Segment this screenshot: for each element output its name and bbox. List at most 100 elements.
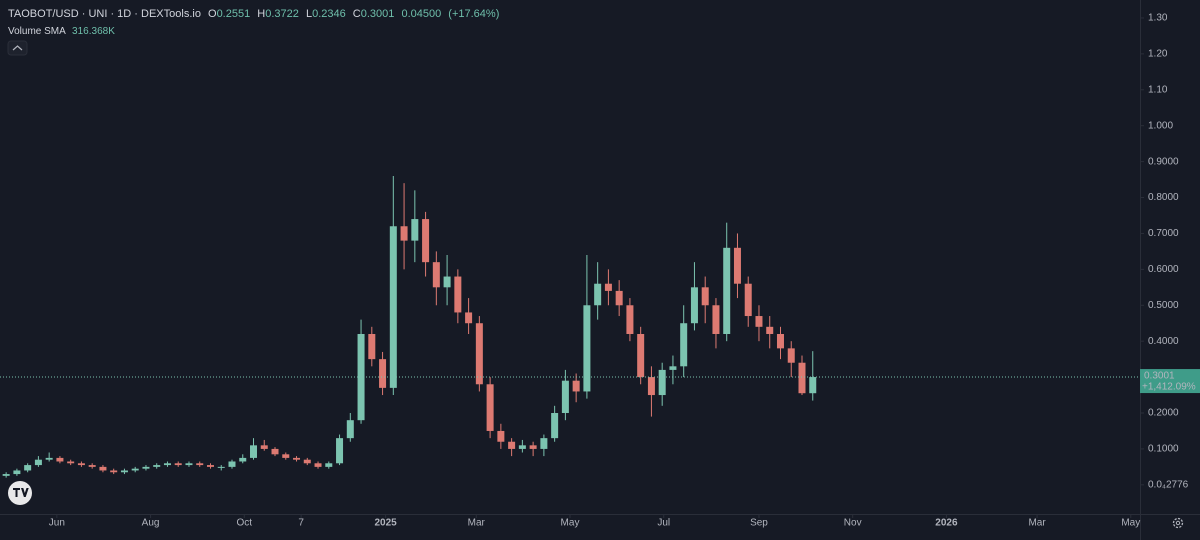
candle-body	[529, 445, 537, 449]
ohlc-letter: O	[208, 8, 217, 20]
y-tick-label: 1.20	[1148, 49, 1168, 60]
candle-body	[712, 305, 720, 334]
ohlc-low: L0.2346	[306, 8, 346, 20]
candle-body	[153, 465, 161, 467]
x-tick-label: Jun	[49, 518, 65, 529]
volume-value: 316.368K	[72, 26, 115, 37]
y-tick-label: 0.9000	[1148, 156, 1179, 167]
candle-body	[432, 262, 440, 288]
ohlc-letter: C	[352, 8, 361, 20]
candle-body	[723, 247, 731, 334]
candle-body	[551, 413, 559, 439]
y-tick-label: 0.4000	[1148, 336, 1179, 347]
last-change-label: +1,412.09%	[1142, 382, 1196, 393]
x-tick-label: Jul	[657, 518, 670, 529]
candle-body	[508, 441, 516, 449]
candle-body	[755, 316, 763, 327]
candle-body	[766, 326, 774, 334]
candle-body	[228, 461, 236, 467]
y-tick-label: 0.8000	[1148, 192, 1179, 203]
candle-body	[669, 366, 677, 370]
candle-body	[809, 377, 817, 394]
candle-body	[615, 290, 623, 306]
x-tick-label: Mar	[468, 518, 486, 529]
candle-body	[314, 463, 322, 467]
candle-body	[798, 362, 806, 394]
candle-body	[572, 380, 580, 392]
ohlc-high: H0.3722	[257, 8, 299, 20]
change: 0.04500	[401, 8, 442, 20]
settings-button[interactable]	[1172, 517, 1184, 529]
candle-body	[163, 463, 171, 466]
ohlc-open: O0.2551	[208, 8, 250, 20]
candle-body	[561, 380, 569, 414]
candle-body	[185, 463, 193, 466]
candle-body	[24, 465, 32, 471]
candle-body	[67, 461, 75, 464]
candle-body	[637, 333, 645, 378]
x-tick-label: May	[561, 518, 580, 529]
collapse-button[interactable]	[7, 40, 28, 56]
candle-body	[34, 459, 42, 466]
x-tick-label: Aug	[142, 518, 160, 529]
candle-body	[626, 305, 634, 334]
candle-body	[680, 323, 688, 367]
plot-area	[0, 175, 1140, 478]
legend-header: TAOBOT/USD · UNI · 1D · DEXTools.io O0.2…	[8, 8, 503, 20]
candle-body	[465, 312, 473, 324]
candle-body	[475, 323, 483, 385]
candle-body	[658, 369, 666, 396]
ohlc-value: 0.2346	[312, 8, 346, 20]
candle-body	[56, 457, 64, 462]
candle-body	[690, 287, 698, 324]
candle-body	[88, 465, 96, 467]
candle-body	[293, 457, 301, 460]
change-pct: (+17.64%)	[448, 8, 500, 20]
y-tick-label: 1.10	[1148, 84, 1168, 95]
candle-body	[379, 359, 387, 388]
volume-legend: Volume SMA 316.368K	[8, 26, 115, 37]
ohlc-value: 0.2551	[216, 8, 251, 20]
candle-body	[346, 420, 354, 439]
candle-body	[206, 465, 214, 467]
candle-body	[357, 333, 365, 421]
candle-body	[422, 219, 430, 263]
candle-body	[77, 463, 85, 466]
candle-body	[325, 463, 333, 467]
candle-body	[282, 454, 290, 458]
x-tick-label: 7	[298, 518, 304, 529]
y-tick-label: 1.000	[1148, 120, 1173, 131]
symbol-title: TAOBOT/USD · UNI · 1D · DEXTools.io	[8, 8, 201, 20]
candle-body	[776, 333, 784, 349]
candle-body	[787, 348, 795, 363]
x-tick-label: May	[1121, 518, 1140, 529]
logo[interactable]	[8, 481, 32, 505]
candle-body	[497, 430, 505, 442]
candle-body	[368, 333, 376, 360]
candle-body	[486, 384, 494, 431]
candle-body	[540, 438, 548, 449]
y-tick-label: 0.1000	[1148, 444, 1179, 455]
y-tick-label: 0.6000	[1148, 264, 1179, 275]
candle-body	[196, 463, 204, 466]
candle-body	[131, 468, 139, 471]
x-tick-label: Nov	[844, 518, 862, 529]
candle-body	[336, 438, 344, 464]
candle-body	[518, 445, 526, 449]
x-tick-label: 2026	[935, 518, 958, 529]
y-tick-label: 0.2000	[1148, 408, 1179, 419]
y-tick-label: 0.5000	[1148, 300, 1179, 311]
ohlc-letter: L	[305, 8, 313, 20]
candle-body	[142, 466, 150, 469]
y-tick-label: 1.30	[1148, 13, 1168, 24]
candle-body	[239, 457, 247, 462]
x-tick-label: Sep	[750, 518, 768, 529]
candle-body	[260, 445, 268, 449]
candle-body	[583, 305, 591, 392]
candle-body	[110, 470, 118, 473]
volume-label: Volume SMA	[8, 26, 66, 37]
candle-body	[120, 470, 128, 473]
candle-body	[99, 466, 107, 471]
